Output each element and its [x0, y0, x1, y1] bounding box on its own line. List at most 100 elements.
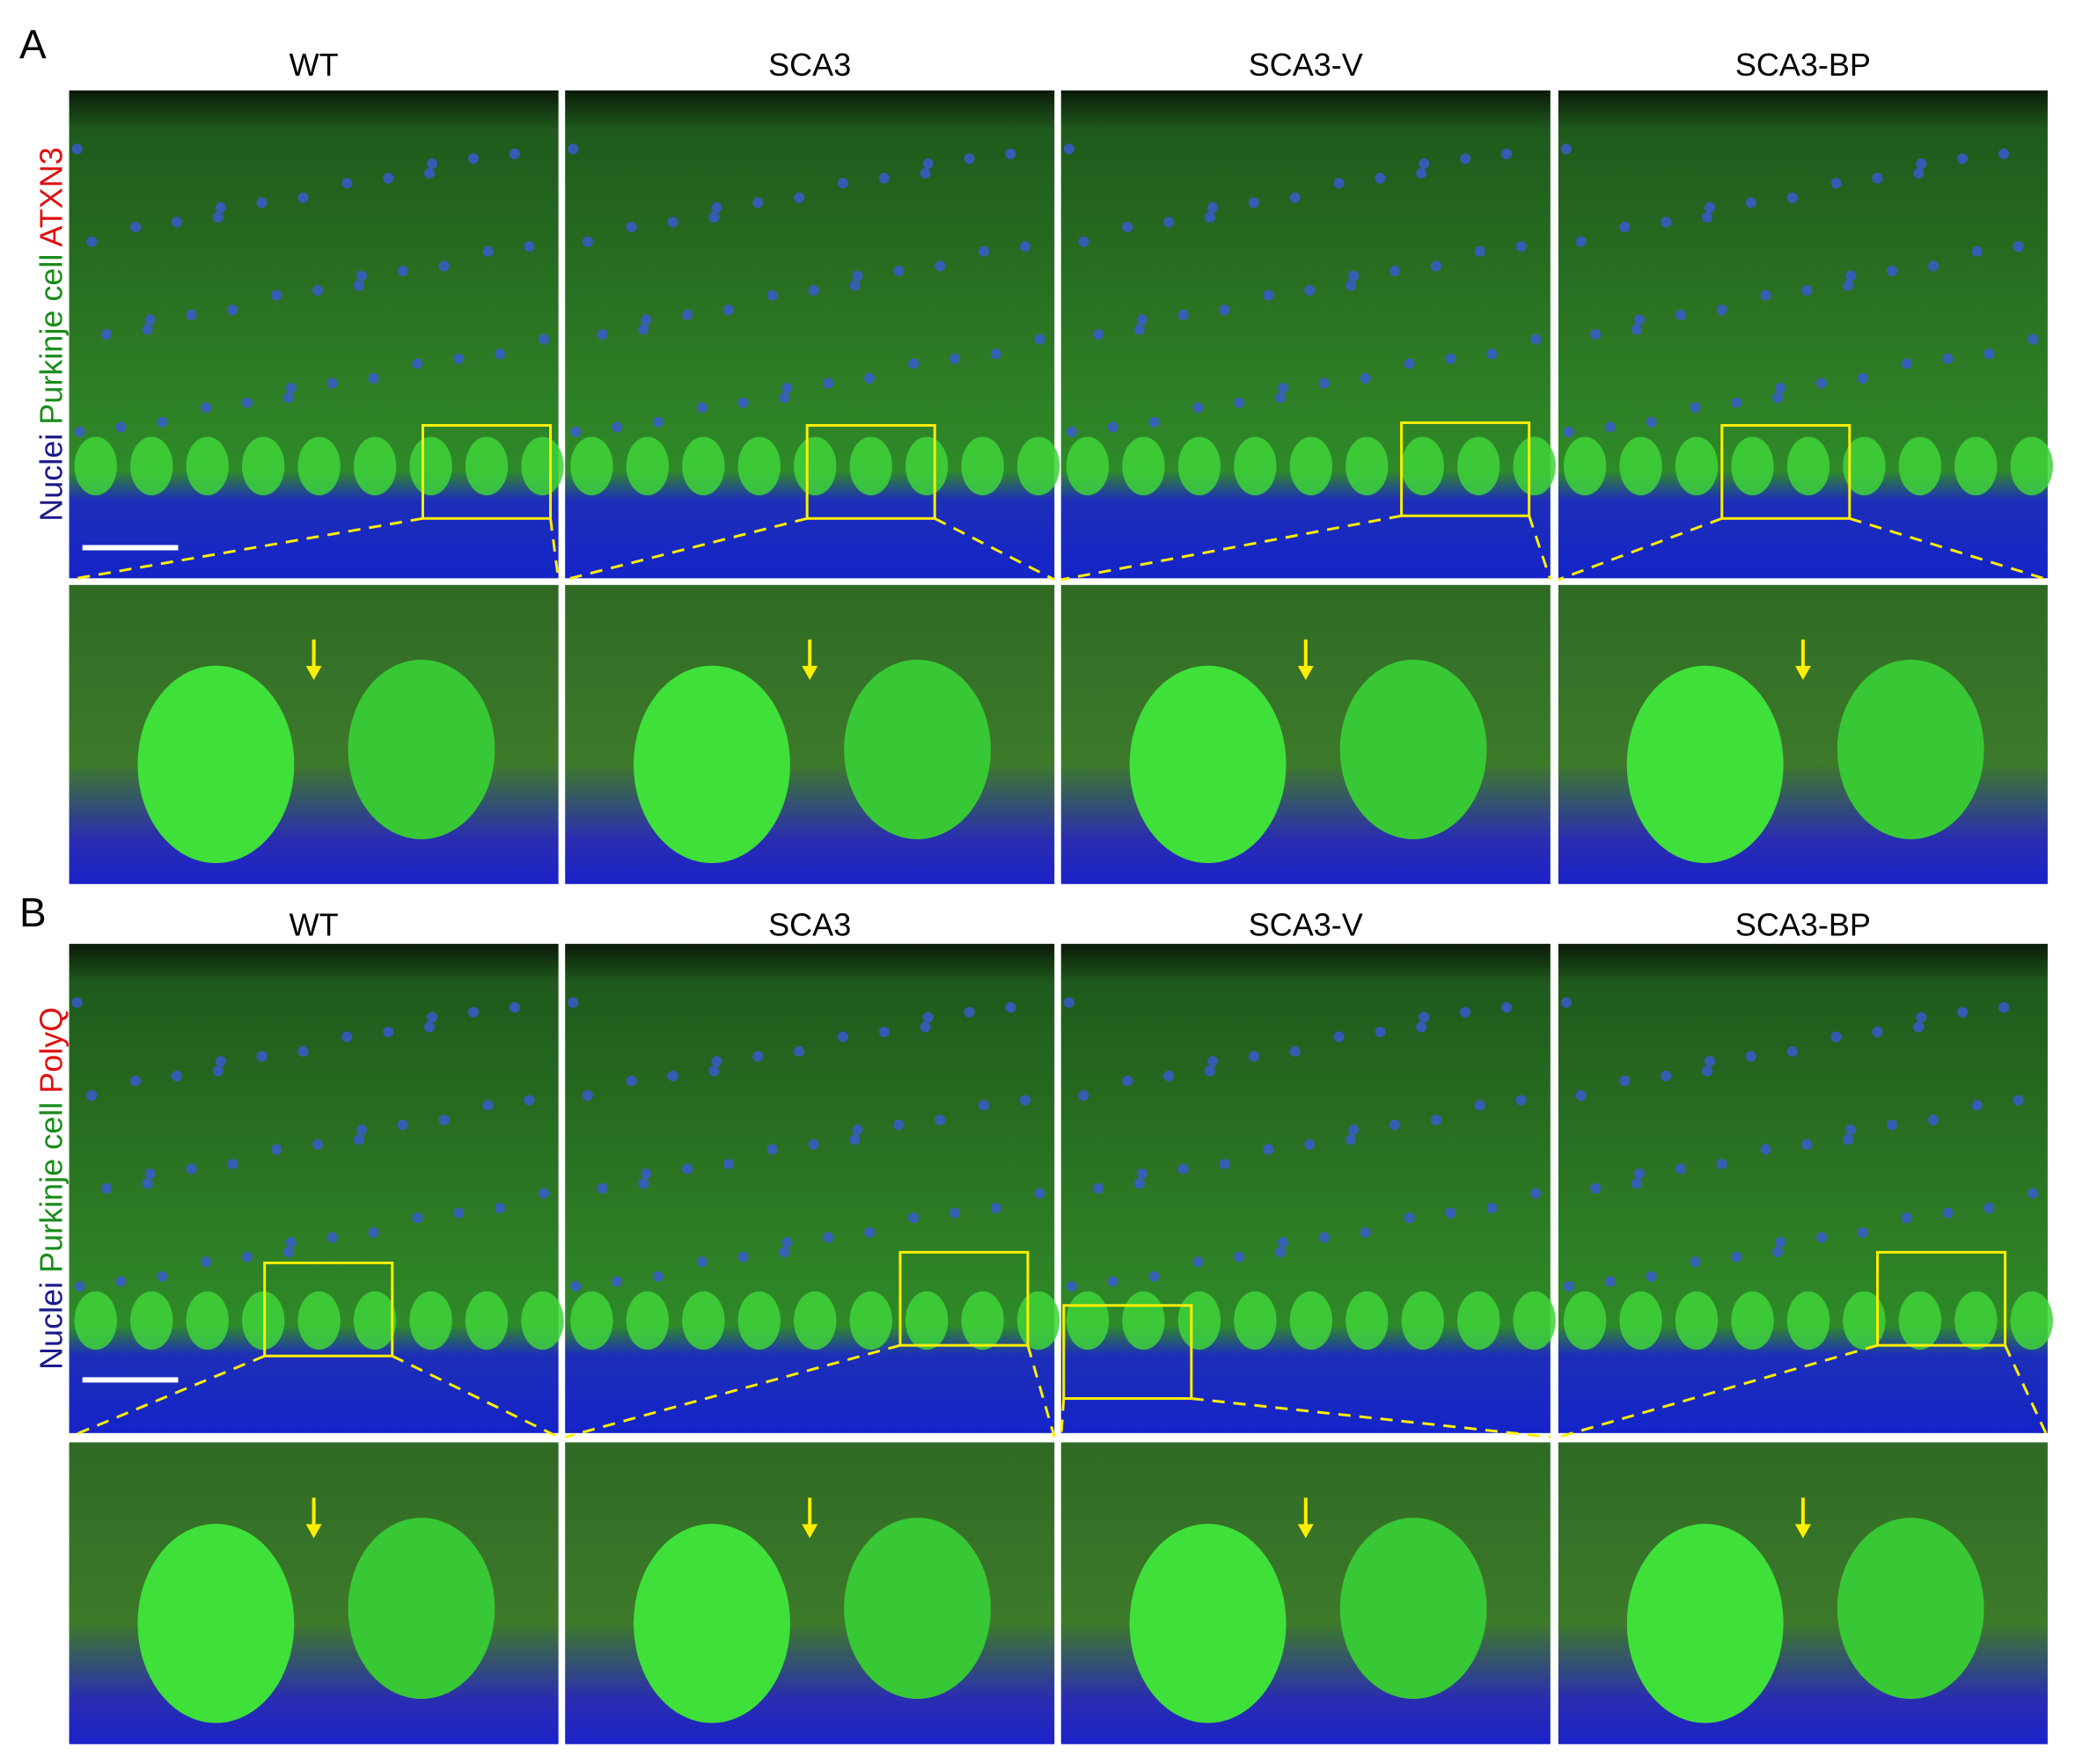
nucleus — [1563, 1280, 1575, 1292]
nucleus — [1419, 1012, 1430, 1023]
zoom-guide — [1558, 1343, 1878, 1438]
zoom-box — [898, 1250, 1030, 1347]
stain-target: ATXN3 — [33, 147, 69, 246]
purkinje-cell — [849, 1291, 892, 1350]
nucleus — [696, 1256, 708, 1268]
nucleus — [1345, 280, 1357, 291]
nucleus — [1192, 1256, 1204, 1268]
nucleus — [1389, 1119, 1401, 1131]
nucleus — [708, 1065, 720, 1077]
nucleus — [1375, 172, 1386, 184]
purkinje-cell — [1066, 436, 1110, 495]
nucleus — [1702, 1065, 1713, 1077]
nucleus — [1136, 1168, 1147, 1180]
purkinje-cell — [1457, 436, 1500, 495]
nucleus — [1942, 1207, 1954, 1219]
nucleus — [722, 304, 735, 316]
nucleus — [638, 1178, 649, 1189]
nucleus — [920, 1021, 931, 1033]
nucleus — [242, 397, 253, 408]
nucleus — [212, 1065, 224, 1077]
purkinje-cell — [1843, 1291, 1886, 1350]
nucleus — [1575, 1090, 1587, 1102]
purkinje-cell — [1401, 436, 1444, 495]
purkinje-cell — [137, 1524, 295, 1724]
nucleus — [1206, 1056, 1219, 1067]
nucleus — [1275, 1247, 1287, 1258]
zoom-guide — [1060, 514, 1402, 582]
arrow-head — [1297, 665, 1314, 680]
nucleus — [852, 1124, 863, 1136]
nucleus — [1957, 153, 1969, 165]
nucleus — [1136, 314, 1147, 326]
nucleus — [397, 265, 408, 276]
nucleus — [1318, 1232, 1331, 1243]
nucleus — [1801, 285, 1813, 296]
nucleus — [1634, 1168, 1646, 1180]
purkinje-cell — [682, 436, 725, 495]
arrow-head — [1794, 1524, 1811, 1539]
nucleus — [383, 172, 394, 184]
nucleus — [1690, 402, 1701, 414]
purkinje-cell — [1898, 436, 1942, 495]
nucleus — [1619, 221, 1631, 233]
purkinje-cell — [409, 1291, 452, 1350]
nucleus — [201, 1256, 212, 1268]
purkinje-cell — [794, 436, 837, 495]
nucleus — [1063, 997, 1074, 1008]
nucleus — [1066, 1280, 1077, 1292]
nucleus — [1731, 1251, 1742, 1263]
nucleus — [1690, 1256, 1701, 1268]
nucleus — [893, 1119, 905, 1131]
nucleus — [1983, 1203, 1995, 1214]
nucleus — [1971, 1100, 1983, 1111]
purkinje-cell — [2010, 436, 2053, 495]
nucleus — [1019, 241, 1031, 253]
nucleus — [1646, 416, 1657, 428]
nucleus — [1913, 167, 1925, 179]
nucleus — [1416, 167, 1427, 179]
nucleus — [1857, 372, 1868, 384]
nucleus — [1500, 1002, 1513, 1014]
nucleus — [737, 397, 749, 408]
purkinje-cell — [74, 1291, 117, 1350]
nucleus — [1107, 1276, 1118, 1287]
purkinje-cell — [1563, 1291, 1607, 1350]
zoom-guide — [392, 1354, 560, 1438]
purkinje-cell — [242, 436, 285, 495]
nucleus — [1772, 1247, 1784, 1258]
purkinje-cell — [1837, 1518, 1984, 1699]
nucleus — [1845, 270, 1857, 282]
nucleus — [100, 328, 112, 340]
nucleus — [212, 211, 224, 223]
purkinje-cell — [186, 1291, 229, 1350]
nucleus — [1066, 426, 1077, 437]
purkinje-cell — [849, 436, 892, 495]
tissue-image — [1558, 943, 2048, 1433]
purkinje-cell — [1513, 436, 1556, 495]
column-title: SCA3-V — [1249, 47, 1363, 83]
zoom-guide — [1191, 1397, 1551, 1438]
nucleus — [979, 245, 990, 257]
nucleus — [157, 416, 168, 428]
nucleus — [1148, 1270, 1160, 1282]
nucleus — [979, 1100, 990, 1111]
nucleus — [935, 260, 946, 272]
nucleus — [823, 1232, 834, 1243]
nucleus — [1634, 314, 1646, 326]
nucleus — [1219, 304, 1230, 316]
arrow-head — [305, 665, 322, 680]
purkinje-cell — [634, 1524, 790, 1724]
nucleus — [597, 1182, 608, 1194]
nucleus — [467, 153, 479, 165]
nucleus — [115, 421, 127, 433]
purkinje-cell — [794, 1291, 837, 1350]
purkinje-cell — [521, 1291, 564, 1350]
nucleus — [808, 1138, 819, 1150]
purkinje-cell — [1898, 1291, 1942, 1350]
purkinje-cell — [1345, 436, 1389, 495]
panel-letter: A — [19, 21, 47, 67]
nucleus — [1816, 377, 1828, 389]
nucleus — [1760, 289, 1771, 301]
